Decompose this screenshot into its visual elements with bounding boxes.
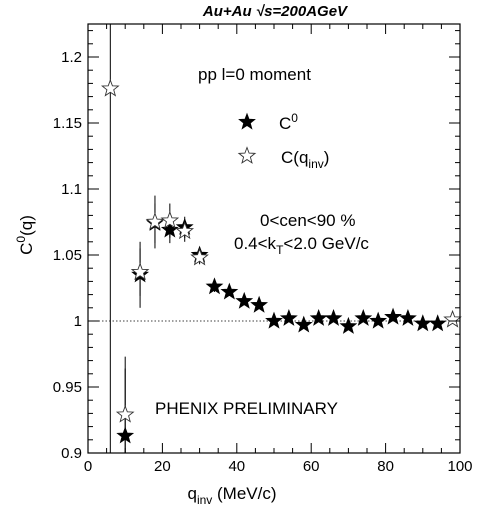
point-c0 <box>369 311 388 329</box>
legend-cq-label: C(qinv) <box>281 148 329 171</box>
point-c0 <box>116 426 135 444</box>
y-tick-label: 0.95 <box>53 379 82 396</box>
point-c0 <box>294 315 313 333</box>
point-c0 <box>428 314 447 332</box>
x-tick-label: 60 <box>303 458 320 475</box>
point-cq <box>175 221 195 240</box>
point-cq <box>443 309 462 328</box>
point-c0 <box>279 309 298 326</box>
point-c0 <box>250 295 269 313</box>
x-axis-label: qinv (MeV/c) <box>187 484 276 507</box>
legend-c0-star <box>238 112 256 130</box>
legend-c0-sup: 0 <box>291 111 298 125</box>
point-c0 <box>220 282 239 300</box>
point-c0 <box>205 277 224 295</box>
chart-title: Au+Au √s=200AGeV <box>202 3 349 20</box>
point-c0 <box>324 309 343 326</box>
y-axis-label-sup: 0 <box>14 236 28 243</box>
y-tick-label: 1.15 <box>53 115 82 132</box>
kt-sub: T <box>276 243 284 257</box>
y-tick-label: 1 <box>74 313 82 330</box>
kt-label: 0.4<kT<2.0 GeV/c <box>234 234 369 257</box>
x-tick-label: 100 <box>447 458 472 475</box>
point-cq <box>190 247 209 266</box>
marker-layer <box>101 78 462 444</box>
y-axis-label-suffix: (q) <box>17 215 36 236</box>
centrality-label: 0<cen<90 % <box>260 211 355 230</box>
y-tick-label: 1.1 <box>61 181 82 198</box>
y-axis-label: C0(q) <box>14 215 36 255</box>
y-tick-label: 1.05 <box>53 247 82 264</box>
point-c0 <box>354 309 373 326</box>
point-c0 <box>235 291 254 309</box>
point-c0 <box>160 220 179 238</box>
kt-post: <2.0 GeV/c <box>283 234 369 253</box>
y-tick-label: 1.2 <box>61 49 82 66</box>
x-tick-label: 0 <box>84 458 92 475</box>
x-axis-label-unit: (MeV/c) <box>212 484 276 503</box>
legend-cq-close: ) <box>324 148 330 167</box>
legend-header: pp l=0 moment <box>198 65 311 84</box>
x-tick-label: 20 <box>154 458 171 475</box>
point-c0 <box>339 316 358 334</box>
tick-layer: 0 20 40 60 80 100 0.9 0.95 1 1.05 1.1 1.15 1.2 <box>53 24 473 475</box>
x-axis-label-sub: inv <box>197 493 212 507</box>
legend-c0-label: C0 <box>279 111 298 133</box>
point-cq <box>101 78 120 97</box>
point-cq <box>145 212 165 230</box>
point-cq <box>115 404 135 423</box>
point-c0 <box>384 307 402 325</box>
x-tick-label: 80 <box>377 458 394 475</box>
point-cq <box>160 210 180 229</box>
point-c0 <box>399 309 417 326</box>
error-bar-layer <box>109 24 454 453</box>
point-c0 <box>413 314 432 332</box>
y-tick-label: 0.9 <box>61 445 82 462</box>
point-c0 <box>309 309 328 326</box>
legend-c0-marker <box>238 112 256 130</box>
preliminary-label: PHENIX PRELIMINARY <box>155 399 338 418</box>
x-tick-label: 40 <box>228 458 245 475</box>
legend-cq-marker <box>237 146 257 164</box>
legend-cq-star <box>237 146 257 164</box>
point-cq <box>130 262 150 281</box>
point-c0 <box>265 311 283 329</box>
legend-cq-sub: inv <box>308 157 323 171</box>
